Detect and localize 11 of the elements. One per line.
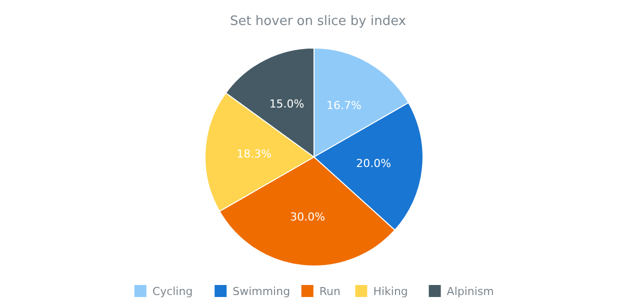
legend-label: Hiking bbox=[373, 284, 408, 298]
legend-label: Run bbox=[319, 284, 341, 298]
chart-title: Set hover on slice by index bbox=[230, 14, 406, 29]
legend-label: Swimming bbox=[232, 284, 290, 298]
data-label: 16.7% bbox=[326, 98, 362, 112]
data-label: 18.3% bbox=[236, 148, 272, 161]
data-label: 20.0% bbox=[356, 157, 392, 170]
legend-label: Cycling bbox=[152, 284, 193, 298]
data-label: 30.0% bbox=[290, 210, 326, 224]
data-label: 15.0% bbox=[269, 97, 304, 110]
legend-label: Alpinism bbox=[446, 284, 494, 298]
